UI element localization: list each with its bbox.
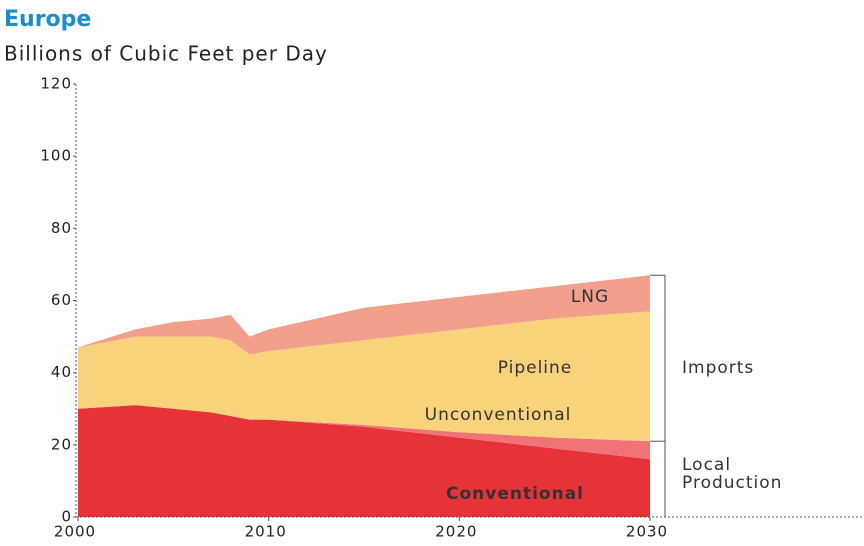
y-tick-label: 80 [51,219,72,237]
x-tick-label: 2000 [54,523,96,541]
series-label: Conventional [446,484,584,504]
y-tick-label: 100 [40,147,72,165]
chart-title: Europe [4,7,91,32]
x-tick-label: 2010 [245,523,287,541]
series-label: Pipeline [498,358,573,378]
imports-label: Imports [682,358,754,378]
series-label: LNG [571,287,609,307]
local-production-label: Local Production [682,455,783,493]
chart-subtitle: Billions of Cubic Feet per Day [4,42,328,66]
x-tick-label: 2020 [435,523,477,541]
y-tick-label: 120 [40,75,72,93]
x-tick-label: 2030 [626,523,668,541]
y-tick-label: 40 [51,363,72,381]
y-tick-label: 60 [51,291,72,309]
y-tick-label: 0 [61,508,72,526]
area [78,405,650,517]
area [78,311,650,442]
y-tick-label: 20 [51,435,72,453]
series-label: Unconventional [425,405,572,425]
area [78,275,650,355]
